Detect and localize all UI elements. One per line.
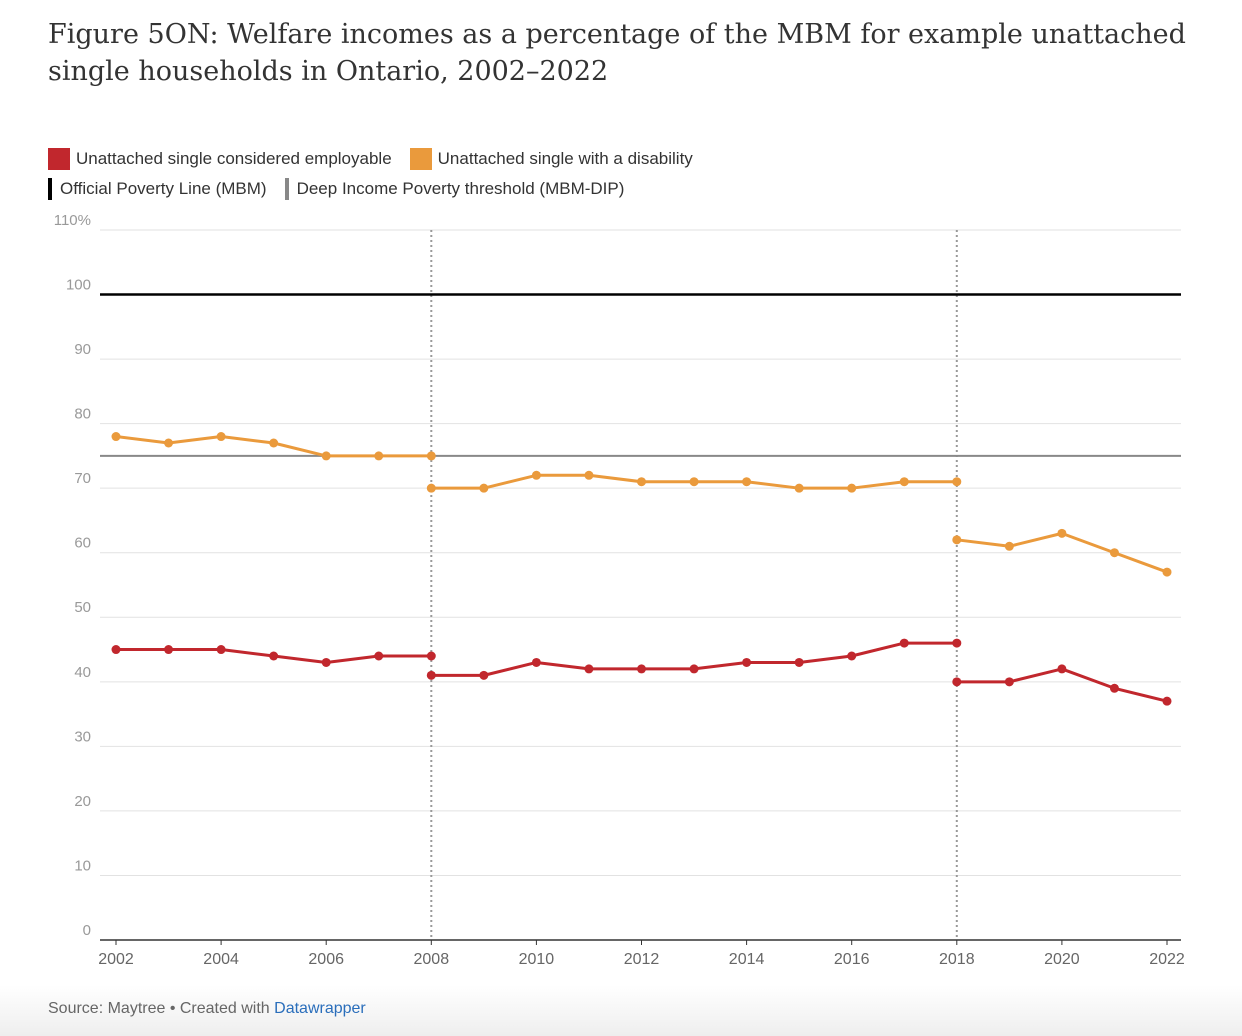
legend-swatch bbox=[284, 178, 289, 200]
legend-row: Official Poverty Line (MBM) Deep Income P… bbox=[48, 174, 1148, 204]
point bbox=[1004, 541, 1014, 551]
point bbox=[1162, 567, 1172, 577]
source: Source: Maytree • Created with Datawrapp… bbox=[48, 1000, 366, 1018]
legend-item: Unattached single with a disability bbox=[409, 148, 693, 170]
x-tick-label: 2004 bbox=[203, 951, 239, 968]
point bbox=[321, 451, 331, 461]
y-tick-label: 90 bbox=[74, 341, 91, 358]
y-tick-label: 100 bbox=[66, 277, 91, 294]
point bbox=[111, 645, 121, 655]
point bbox=[374, 651, 384, 661]
point bbox=[426, 451, 436, 461]
legend-label: Official Poverty Line (MBM) bbox=[60, 179, 267, 198]
y-tick-label: 30 bbox=[74, 728, 91, 745]
point bbox=[689, 664, 699, 674]
point bbox=[689, 477, 699, 487]
x-tick-label: 2014 bbox=[729, 951, 765, 968]
source-text: Source: Maytree • Created with bbox=[48, 1000, 270, 1017]
point bbox=[1162, 696, 1172, 706]
legend-item: Deep Income Poverty threshold (MBM-DIP) bbox=[284, 178, 625, 200]
legend-item: Official Poverty Line (MBM) bbox=[48, 178, 267, 200]
legend-label: Deep Income Poverty threshold (MBM-DIP) bbox=[296, 179, 625, 198]
point bbox=[742, 477, 752, 487]
point bbox=[269, 651, 279, 661]
point bbox=[952, 477, 962, 487]
x-tick-label: 2018 bbox=[939, 951, 975, 968]
point bbox=[637, 664, 646, 674]
x-tick-label: 2022 bbox=[1149, 951, 1185, 968]
point bbox=[479, 483, 489, 493]
point bbox=[899, 638, 909, 648]
point bbox=[742, 657, 752, 667]
y-tick-label: 40 bbox=[74, 664, 91, 681]
point bbox=[531, 657, 541, 667]
x-tick-label: 2002 bbox=[98, 951, 134, 968]
point bbox=[426, 670, 436, 680]
point bbox=[1109, 548, 1119, 558]
point bbox=[952, 677, 962, 687]
point bbox=[794, 483, 804, 493]
chart: 0 10 20 30 40 50 60 70 80 90 100 110% 2002 2004 2006 20… bbox=[54, 212, 1185, 968]
point bbox=[899, 477, 909, 487]
point bbox=[584, 470, 594, 480]
point bbox=[952, 638, 962, 648]
point bbox=[847, 651, 857, 661]
point bbox=[426, 483, 436, 493]
legend-swatch bbox=[48, 148, 70, 170]
legend-label: Unattached single with a disability bbox=[437, 149, 693, 168]
y-tick-label: 80 bbox=[74, 406, 91, 423]
point bbox=[164, 438, 174, 448]
point bbox=[794, 657, 804, 667]
y-tick-label: 0 bbox=[83, 922, 91, 939]
legend: Unattached single considered employable U… bbox=[48, 144, 1148, 204]
point bbox=[637, 477, 646, 487]
x-tick-label: 2012 bbox=[624, 951, 660, 968]
x-tick-label: 2016 bbox=[834, 951, 870, 968]
point bbox=[584, 664, 594, 674]
y-tick-label: 10 bbox=[74, 857, 91, 874]
y-tick-label: 20 bbox=[74, 793, 91, 810]
footer bbox=[0, 985, 1242, 1036]
point bbox=[321, 657, 331, 667]
point bbox=[952, 535, 962, 545]
point bbox=[1004, 677, 1014, 687]
point bbox=[269, 438, 279, 448]
x-tick-label: 2006 bbox=[308, 951, 344, 968]
x-tick-label: 2010 bbox=[519, 951, 555, 968]
y-tick-label: 110% bbox=[54, 212, 91, 229]
point bbox=[531, 470, 541, 480]
point bbox=[374, 451, 384, 461]
point bbox=[1057, 664, 1067, 674]
point bbox=[479, 670, 489, 680]
point bbox=[1057, 528, 1067, 538]
legend-swatch bbox=[48, 178, 52, 200]
y-tick-label: 70 bbox=[74, 470, 91, 487]
y-tick-label: 60 bbox=[74, 535, 91, 552]
credit-link[interactable]: Datawrapper bbox=[274, 1000, 366, 1017]
point bbox=[426, 651, 436, 661]
point bbox=[111, 432, 121, 442]
point bbox=[216, 432, 226, 442]
point bbox=[1109, 683, 1119, 693]
legend-row: Unattached single considered employable U… bbox=[48, 144, 1148, 174]
legend-label: Unattached single considered employable bbox=[76, 149, 392, 168]
x-tick-label: 2008 bbox=[414, 951, 450, 968]
y-tick-label: 50 bbox=[74, 599, 91, 616]
legend-item: Unattached single considered employable bbox=[48, 148, 392, 170]
x-tick-label: 2020 bbox=[1044, 951, 1080, 968]
point bbox=[847, 483, 857, 493]
point bbox=[216, 645, 226, 655]
point bbox=[164, 645, 174, 655]
chart-title: Figure 5ON: Welfare incomes as a percent… bbox=[48, 19, 1186, 87]
legend-swatch bbox=[409, 148, 432, 170]
